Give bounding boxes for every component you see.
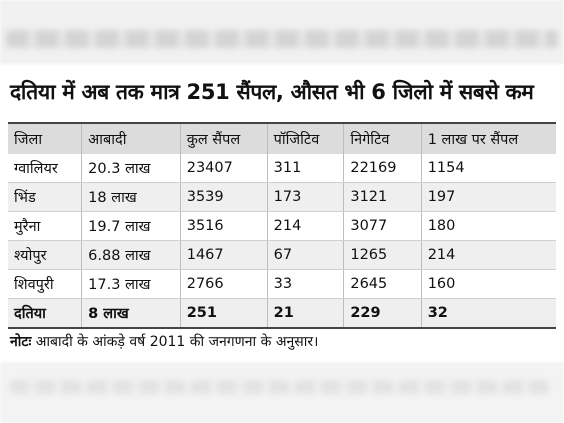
cell-samples-per-lakh: 214 [420, 240, 556, 270]
cell-positive: 214 [266, 211, 344, 241]
cell-negative: 2645 [343, 269, 422, 299]
column-header-district: जिला [8, 122, 82, 154]
cell-total-samples: 2766 [179, 269, 268, 299]
table-row: मुरैना 19.7 लाख 3516 214 3077 180 [8, 211, 556, 241]
cell-population: 17.3 लाख [81, 269, 181, 299]
cell-district: श्योपुर [8, 240, 82, 270]
table-header-row: जिला आबादी कुल सैंपल पॉजिटिव निगेटिव 1 ल… [8, 122, 556, 154]
table-row: शिवपुरी 17.3 लाख 2766 33 2645 160 [8, 269, 556, 299]
cell-population: 8 लाख [81, 298, 181, 329]
cell-samples-per-lakh: 197 [420, 182, 556, 212]
cell-samples-per-lakh: 1154 [420, 154, 556, 183]
table-row-highlight: दतिया 8 लाख 251 21 229 32 [8, 298, 556, 329]
cell-positive: 21 [266, 298, 344, 329]
cell-negative: 22169 [343, 154, 422, 183]
cell-district: शिवपुरी [8, 269, 82, 299]
news-table-card: दतिया में अब तक मात्र 251 सैंपल, औसत भी … [0, 70, 564, 360]
cell-total-samples: 251 [179, 298, 268, 329]
footnote: नोटः आबादी के आंकड़े वर्ष 2011 की जनगणना… [10, 332, 318, 351]
cell-positive: 173 [266, 182, 344, 212]
cell-total-samples: 1467 [179, 240, 268, 270]
cell-total-samples: 3539 [179, 182, 268, 212]
table-row: ग्वालियर 20.3 लाख 23407 311 22169 1154 [8, 154, 556, 183]
column-header-negative: निगेटिव [343, 122, 422, 154]
cell-negative: 3077 [343, 211, 422, 241]
cell-positive: 33 [266, 269, 344, 299]
cell-samples-per-lakh: 160 [420, 269, 556, 299]
blurred-previous-text [0, 0, 564, 64]
cell-district: ग्वालियर [8, 154, 82, 183]
cell-population: 19.7 लाख [81, 211, 181, 241]
table-row: श्योपुर 6.88 लाख 1467 67 1265 214 [8, 240, 556, 270]
cell-population: 20.3 लाख [81, 154, 181, 183]
table-row: भिंड 18 लाख 3539 173 3121 197 [8, 182, 556, 212]
cell-district: मुरैना [8, 211, 82, 241]
cell-total-samples: 23407 [179, 154, 268, 183]
district-sample-table: जिला आबादी कुल सैंपल पॉजिटिव निगेटिव 1 ल… [8, 122, 556, 329]
footnote-text: आबादी के आंकड़े वर्ष 2011 की जनगणना के अ… [31, 334, 319, 350]
cell-total-samples: 3516 [179, 211, 268, 241]
cell-population: 6.88 लाख [81, 240, 181, 270]
cell-district: भिंड [8, 182, 82, 212]
column-header-samples-per-lakh: 1 लाख पर सैंपल [420, 122, 556, 154]
headline: दतिया में अब तक मात्र 251 सैंपल, औसत भी … [10, 80, 534, 104]
cell-population: 18 लाख [81, 182, 181, 212]
column-header-total-samples: कुल सैंपल [179, 122, 268, 154]
cell-samples-per-lakh: 180 [420, 211, 556, 241]
column-header-population: आबादी [81, 122, 181, 154]
cell-samples-per-lakh: 32 [420, 298, 556, 329]
blurred-next-text [0, 362, 564, 423]
cell-district: दतिया [8, 298, 82, 329]
cell-positive: 311 [266, 154, 344, 183]
footnote-label: नोटः [10, 334, 32, 350]
cell-negative: 3121 [343, 182, 422, 212]
cell-negative: 229 [343, 298, 422, 329]
column-header-positive: पॉजिटिव [266, 122, 344, 154]
cell-negative: 1265 [343, 240, 422, 270]
cell-positive: 67 [266, 240, 344, 270]
